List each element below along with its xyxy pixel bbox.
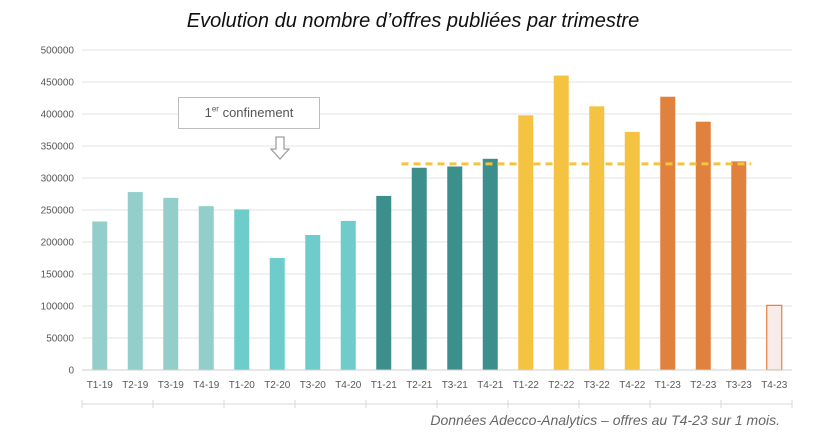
x-tick-label: T3-23 <box>726 380 753 391</box>
bar-t1-22 <box>518 115 534 370</box>
gridlines <box>82 49 792 339</box>
y-tick-label: 250000 <box>41 206 75 217</box>
chart-title: Evolution du nombre d’offres publiées pa… <box>186 10 640 32</box>
y-tick-label: 200000 <box>41 238 75 249</box>
bar-t4-20 <box>340 220 356 370</box>
bar-t3-21 <box>447 166 463 370</box>
x-tick-label: T1-22 <box>513 380 540 391</box>
bar-t3-20 <box>305 234 321 370</box>
x-axis <box>81 369 793 408</box>
x-tick-label: T2-21 <box>406 380 433 391</box>
x-tick-label: T1-19 <box>87 380 114 391</box>
x-tick-label: T2-22 <box>548 380 575 391</box>
bar-t3-22 <box>589 106 605 370</box>
bar-t3-19 <box>163 197 179 370</box>
x-tick-label: T2-23 <box>690 380 717 391</box>
y-tick-label: 500000 <box>41 46 75 57</box>
annotation-confinement: 1er confinement <box>178 97 320 129</box>
y-axis-ticks: 0 50000 100000 150000 200000 250000 300000 3500… <box>41 46 75 377</box>
bar-t2-23 <box>695 121 711 371</box>
bar-t1-20 <box>234 209 250 370</box>
x-tick-label: T1-20 <box>229 380 256 391</box>
bar-t2-21 <box>411 167 427 370</box>
bar-t2-20 <box>269 258 285 370</box>
bar-t2-19 <box>127 192 143 370</box>
x-tick-label: T2-19 <box>122 380 149 391</box>
x-tick-label: T4-19 <box>193 380 220 391</box>
y-tick-label: 450000 <box>41 78 75 89</box>
x-tick-label: T4-23 <box>761 380 788 391</box>
bars <box>92 75 783 371</box>
bar-t4-22 <box>624 131 640 370</box>
y-tick-label: 0 <box>68 366 74 377</box>
y-tick-label: 300000 <box>41 174 75 185</box>
bar-t3-23 <box>731 161 747 370</box>
x-axis-ticks: T1-19 T2-19 T3-19 T4-19 T1-20 T2-20 T3-20 T4-20… <box>87 380 788 391</box>
x-tick-label: T1-23 <box>655 380 682 391</box>
x-tick-label: T2-20 <box>264 380 291 391</box>
y-tick-label: 350000 <box>41 142 75 153</box>
x-tick-label: T3-19 <box>158 380 185 391</box>
x-tick-label: T3-21 <box>442 380 469 391</box>
bar-t1-19 <box>92 221 108 370</box>
y-tick-label: 50000 <box>46 334 74 345</box>
bar-t4-23 <box>766 304 783 371</box>
y-tick-label: 400000 <box>41 110 75 121</box>
annotation-sup: er <box>211 104 219 114</box>
x-tick-label: T1-21 <box>371 380 398 391</box>
bar-t4-21 <box>482 158 498 370</box>
y-tick-label: 150000 <box>41 270 75 281</box>
x-tick-label: T3-20 <box>300 380 327 391</box>
annotation-lead: 1 <box>204 105 212 120</box>
annotation-rest: confinement <box>218 105 294 120</box>
source-note: Données Adecco-Analytics – offres au T4-… <box>430 412 780 428</box>
y-tick-label: 100000 <box>41 302 75 313</box>
bar-t1-21 <box>376 195 392 370</box>
bar-t2-22 <box>553 75 569 370</box>
bar-t1-23 <box>660 96 676 370</box>
down-arrow-icon <box>270 136 290 160</box>
x-tick-label: T4-21 <box>477 380 504 391</box>
bar-t4-19 <box>198 206 214 370</box>
x-tick-label: T3-22 <box>584 380 611 391</box>
x-tick-label: T4-22 <box>619 380 646 391</box>
x-tick-label: T4-20 <box>335 380 362 391</box>
